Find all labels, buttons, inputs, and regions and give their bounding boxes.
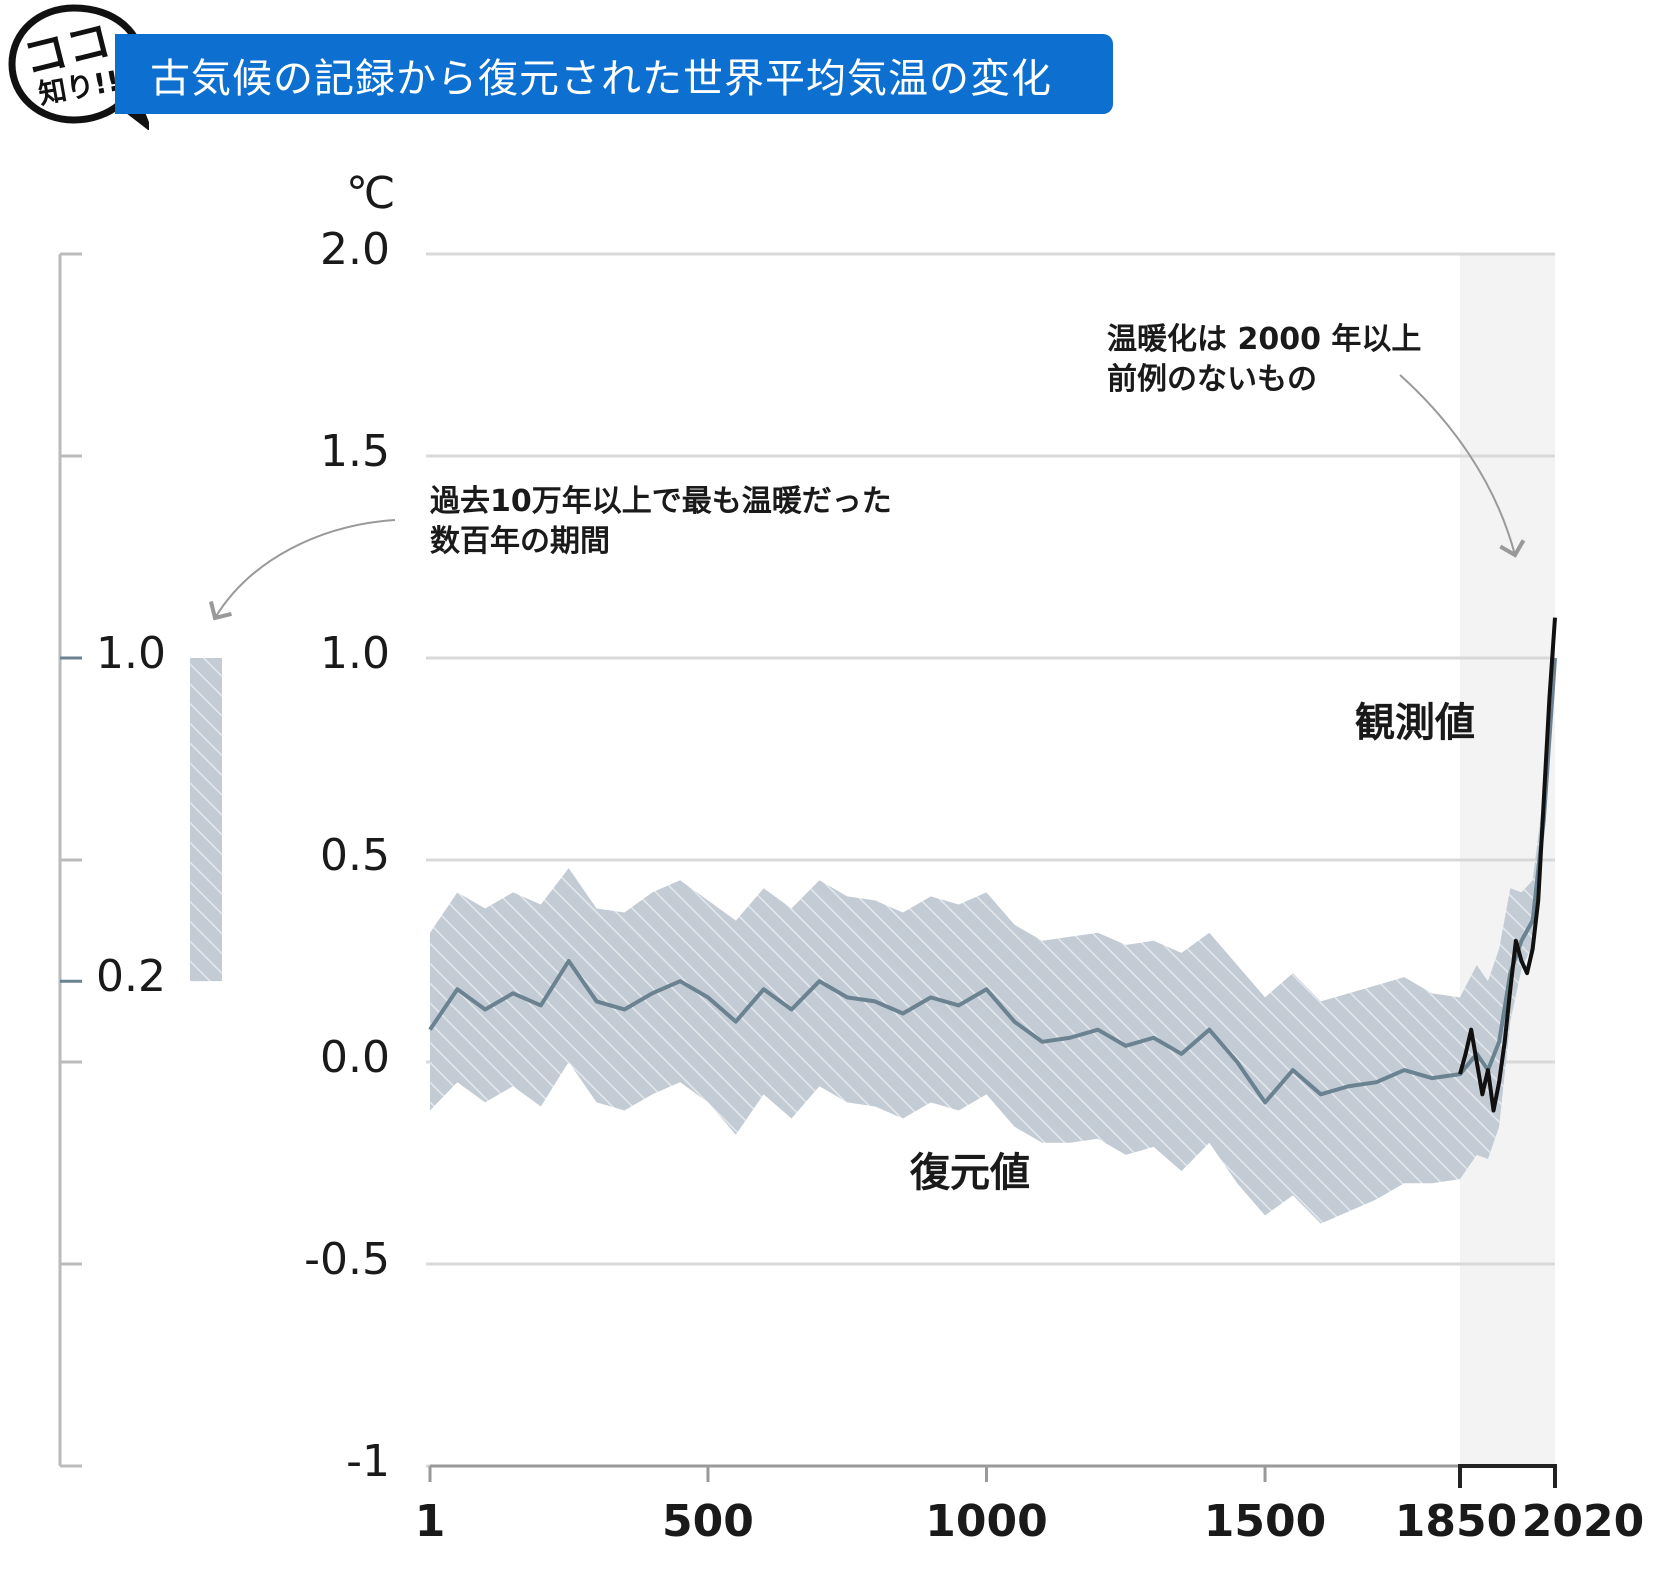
- annotation-arrow-unprecedented: [1399, 374, 1526, 558]
- inset-tick-label: 1.0: [96, 628, 166, 679]
- annotation-unprecedented-line2: 前例のないもの: [1107, 362, 1317, 397]
- y-tick-label: 0.5: [320, 830, 390, 881]
- x-tick-label: 1850: [1394, 1496, 1518, 1547]
- y-tick-label: -0.5: [304, 1234, 390, 1285]
- inset-warm-period-bar: [190, 658, 222, 982]
- series-label-reconstruction: 復元値: [910, 1150, 1030, 1196]
- x-tick-label: 1: [414, 1496, 446, 1547]
- grid: [426, 252, 1555, 1468]
- series-label-observation: 観測値: [1355, 700, 1475, 746]
- y-tick-label: 1.5: [320, 426, 390, 477]
- modern-period-bracket: [1458, 1464, 1557, 1488]
- annotation-warm-period-line1: 過去10万年以上で最も温暖だった: [430, 484, 892, 519]
- x-tick-label: 1000: [925, 1496, 1048, 1547]
- annotation-arrow-warm-period: [208, 519, 396, 621]
- inset-axis: [58, 252, 82, 1468]
- reconstruction-range-band: [430, 637, 1555, 1224]
- y-tick-label: 1.0: [320, 628, 390, 679]
- x-tick-label: 500: [662, 1496, 754, 1547]
- x-axis: [428, 1464, 1557, 1488]
- unit-label: ℃: [346, 168, 396, 219]
- title-bar: [115, 34, 1113, 114]
- annotation-warm-period-line2: 数百年の期間: [430, 524, 610, 559]
- reconstruction-line: [428, 657, 1557, 1105]
- y-tick-label: -1: [346, 1436, 390, 1487]
- observation-line: [1458, 617, 1557, 1113]
- x-tick-label: 1500: [1203, 1496, 1327, 1547]
- y-tick-label: 0.0: [320, 1032, 390, 1083]
- annotation-unprecedented-line1: 温暖化は 2000 年以上: [1107, 322, 1422, 357]
- inset-tick-label: 0.2: [96, 951, 166, 1003]
- annotation-unprecedented: 温暖化は 2000 年以上 前例のないもの: [1107, 320, 1421, 400]
- annotation-warm-period: 過去10万年以上で最も温暖だった 数百年の期間: [430, 482, 892, 562]
- page-title: 古気候の記録から復元された世界平均気温の変化: [150, 56, 1052, 102]
- y-tick-label: 2.0: [320, 224, 390, 275]
- x-tick-label: 2020: [1521, 1496, 1645, 1547]
